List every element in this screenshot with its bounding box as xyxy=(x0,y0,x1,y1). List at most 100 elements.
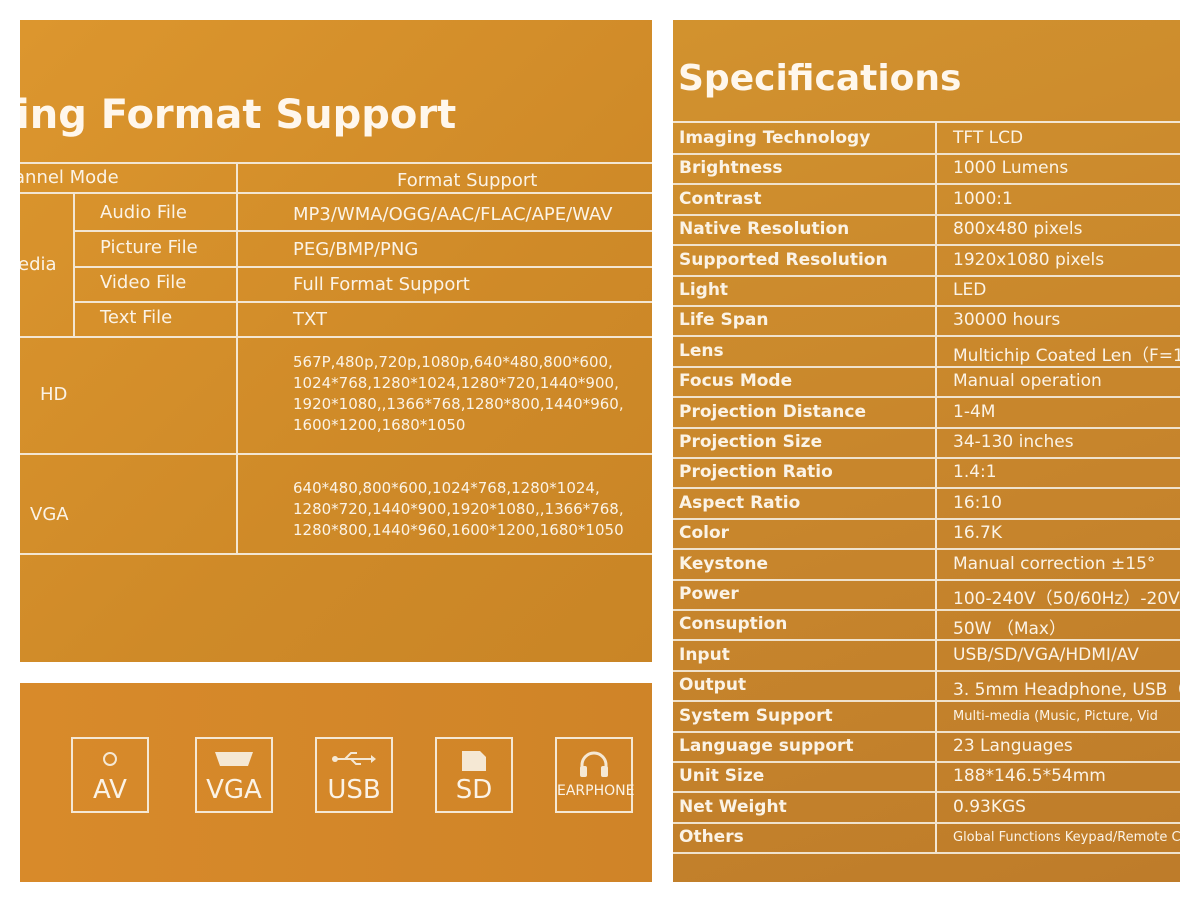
hd-label: HD xyxy=(40,384,68,405)
spec-value: 100-240V（50/60Hz）-20V xyxy=(953,589,1180,609)
spec-row: Lens Multichip Coated Len（F=1 xyxy=(673,336,1180,368)
port-av: AV xyxy=(71,737,149,813)
divider xyxy=(673,121,1180,123)
spec-row: Others Global Functions Keypad/Remote Con… xyxy=(673,822,1180,855)
spec-row: Native Resolution 800x480 pixels xyxy=(673,214,1180,247)
spec-value: 1.4:1 xyxy=(953,462,997,483)
spec-row: Focus Mode Manual operation xyxy=(673,366,1180,399)
spec-key: Others xyxy=(679,827,744,848)
spec-value: 34-130 inches xyxy=(953,432,1074,452)
vga-label: VGA xyxy=(30,504,69,525)
spec-key: Aspect Ratio xyxy=(679,492,801,513)
specifications-title: Specifications xyxy=(678,58,962,99)
media-formats: TXT xyxy=(293,309,328,330)
vga-formats: 640*480,800*600,1024*768,1280*1024, 1280… xyxy=(293,479,624,539)
spec-row: Supported Resolution 1920x1080 pixels xyxy=(673,245,1180,277)
spec-row: Color 16.7K xyxy=(673,518,1180,551)
spec-row: Language support 23 Languages xyxy=(673,731,1180,763)
spec-key: Power xyxy=(679,584,739,604)
spec-row: Projection Distance 1-4M xyxy=(673,397,1180,429)
spec-key: System Support xyxy=(679,705,833,726)
spec-value: LED xyxy=(953,280,987,300)
divider xyxy=(20,192,652,194)
spec-row: Life Span 30000 hours xyxy=(673,305,1180,338)
spec-row: Net Weight 0.93KGS xyxy=(673,792,1180,824)
spec-key: Unit Size xyxy=(679,766,765,787)
divider xyxy=(73,266,652,268)
spec-row: Unit Size 188*146.5*54mm xyxy=(673,761,1180,794)
spec-value: Global Functions Keypad/Remote Control xyxy=(953,830,1180,846)
spec-value: USB/SD/VGA/HDMI/AV xyxy=(953,644,1139,665)
spec-row: Aspect Ratio 16:10 xyxy=(673,488,1180,520)
spec-key: Color xyxy=(679,523,730,544)
divider xyxy=(20,336,652,338)
spec-key: Imaging Technology xyxy=(679,128,871,148)
port-sd: SD xyxy=(435,737,513,813)
divider xyxy=(20,162,652,164)
spec-row: System Support Multi-media (Music, Pictur… xyxy=(673,701,1180,733)
spec-row: Brightness 1000 Lumens xyxy=(673,153,1180,186)
specifications-panel: Specifications Imaging Technology TFT LCD… xyxy=(673,20,1180,882)
spec-key: Input xyxy=(679,644,730,665)
spec-key: Projection Size xyxy=(679,432,823,452)
port-label: VGA xyxy=(206,775,262,805)
spec-key: Contrast xyxy=(679,188,762,209)
port-usb: USB xyxy=(315,737,393,813)
spec-key: Focus Mode xyxy=(679,371,793,392)
media-formats: PEG/BMP/PNG xyxy=(293,239,419,260)
spec-value: 30000 hours xyxy=(953,310,1061,331)
port-label: SD xyxy=(455,775,493,805)
spec-value: 1-4M xyxy=(953,401,996,422)
spec-key: Keystone xyxy=(679,553,769,574)
header-support: Format Support xyxy=(397,170,538,191)
spec-row: Power 100-240V（50/60Hz）-20V xyxy=(673,579,1180,611)
spec-value: Multichip Coated Len（F=1 xyxy=(953,345,1180,366)
port-vga: VGA xyxy=(195,737,273,813)
spec-row: Contrast 1000:1 xyxy=(673,184,1180,216)
spec-value: Multi-media (Music, Picture, Vid xyxy=(953,708,1158,724)
spec-value: 1920x1080 pixels xyxy=(953,249,1105,270)
hd-formats: 567P,480p,720p,1080p,640*480,800*600, 10… xyxy=(293,353,624,434)
spec-key: Life Span xyxy=(679,310,769,331)
divider xyxy=(935,121,937,853)
format-support-title: ing Format Support xyxy=(20,92,457,138)
divider xyxy=(73,230,652,232)
spec-value: Manual correction ±15° xyxy=(953,553,1156,574)
media-label: edia xyxy=(20,254,57,275)
usb-icon xyxy=(332,752,376,765)
spec-value: 800x480 pixels xyxy=(953,219,1083,240)
spec-value: 16:10 xyxy=(953,492,1002,513)
spec-key: Projection Ratio xyxy=(679,462,833,483)
spec-value: 16.7K xyxy=(953,523,1002,544)
spec-value: 1000:1 xyxy=(953,188,1013,209)
spec-value: Manual operation xyxy=(953,371,1102,392)
divider xyxy=(20,453,652,455)
spec-key: Output xyxy=(679,675,747,696)
spec-key: Lens xyxy=(679,340,724,361)
media-type: Picture File xyxy=(100,237,198,258)
port-earphone: EARPHONE xyxy=(555,737,635,813)
spec-value: 188*146.5*54mm xyxy=(953,766,1106,787)
spec-key: Brightness xyxy=(679,158,783,179)
spec-key: Light xyxy=(679,280,729,300)
header-mode: annel Mode xyxy=(20,167,119,188)
format-support-panel: ing Format Support annel Mode Format Sup… xyxy=(20,20,652,662)
media-type: Audio File xyxy=(100,202,188,223)
port-label: USB xyxy=(327,775,381,805)
spec-row: Input USB/SD/VGA/HDMI/AV xyxy=(673,640,1180,672)
spec-key: Projection Distance xyxy=(679,401,866,422)
spec-row: Output 3. 5mm Headphone, USB（ xyxy=(673,670,1180,703)
port-label: EARPHONE xyxy=(557,783,635,799)
spec-row: Keystone Manual correction ±15° xyxy=(673,549,1180,581)
divider xyxy=(73,301,652,303)
spec-key: Supported Resolution xyxy=(679,249,888,270)
divider xyxy=(73,192,75,338)
spec-value: TFT LCD xyxy=(953,128,1024,148)
spec-key: Language support xyxy=(679,736,854,756)
port-label: AV xyxy=(93,775,127,805)
ports-panel: AV VGA USB SD EARPHONE xyxy=(20,683,652,882)
spec-key: Net Weight xyxy=(679,796,787,817)
vga-port-icon xyxy=(215,752,253,766)
spec-value: 23 Languages xyxy=(953,736,1073,756)
headphones-icon xyxy=(580,751,608,777)
